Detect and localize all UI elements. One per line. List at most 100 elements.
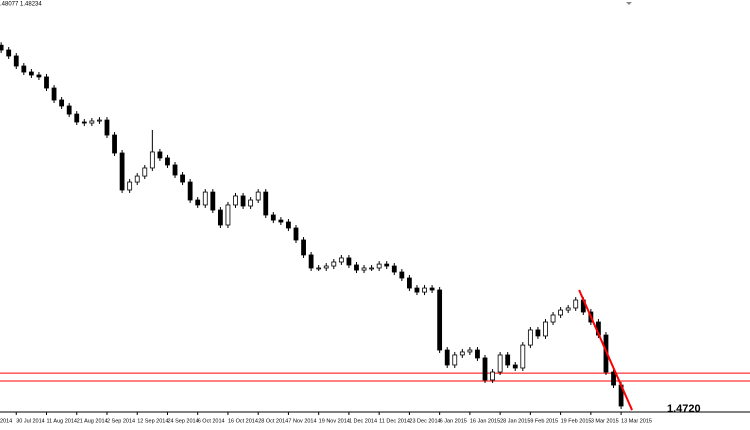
x-tick-label: 19 Feb 2015	[561, 418, 592, 424]
candle-body	[270, 214, 276, 221]
price-label: 1.4720	[667, 403, 701, 415]
candle-body	[0, 44, 4, 51]
x-tick-label: 1 Dec 2014	[349, 418, 377, 424]
header-text: .48077 1.48234	[0, 2, 42, 8]
candle-body	[475, 349, 480, 359]
candle-body	[376, 263, 382, 269]
candle-body	[323, 265, 329, 269]
candle-body	[104, 119, 110, 136]
candle-body	[81, 121, 87, 124]
x-tick-label: 28 Jan 2015	[500, 418, 530, 424]
candle-body	[308, 254, 314, 269]
x-tick-label: 2 Sep 2014	[107, 418, 135, 424]
candle-body	[66, 105, 72, 115]
candle-body	[36, 74, 42, 78]
dropdown-icon	[626, 2, 632, 5]
candle-body	[354, 264, 359, 271]
candle-body	[293, 227, 299, 241]
candle-body	[157, 151, 163, 159]
candle-body	[149, 151, 155, 169]
candle-body	[44, 76, 49, 89]
candle-body	[444, 349, 450, 366]
candle-body	[263, 191, 269, 216]
x-tick-label: 16 Jan 2015	[470, 418, 500, 424]
candle-body	[391, 265, 397, 273]
candle-body	[248, 199, 254, 207]
candle-body	[399, 271, 405, 279]
candle-body	[565, 307, 571, 311]
candle-body	[543, 321, 548, 337]
candle-body	[407, 277, 412, 289]
candle-body	[459, 351, 465, 356]
candle-body	[301, 239, 306, 256]
candle-body	[512, 364, 518, 369]
candle-body	[6, 49, 12, 57]
trend-line	[578, 289, 633, 411]
candle-body	[225, 204, 231, 226]
x-tick-label: 3 Mar 2015	[591, 418, 619, 424]
candle-body	[89, 120, 95, 124]
x-tick-label: 9 Feb 2015	[530, 418, 558, 424]
candle-body	[180, 174, 185, 183]
candle-body	[520, 344, 526, 369]
candle-body	[437, 289, 443, 351]
candle-body	[346, 257, 352, 266]
x-tick-label: 13 Mar 2015	[621, 418, 652, 424]
candle-body	[172, 164, 178, 176]
x-tick-label: 28 Oct 2014	[258, 418, 288, 424]
candle-body	[187, 181, 193, 201]
candle-body	[338, 257, 344, 263]
candle-body	[210, 191, 216, 211]
candle-body	[142, 167, 148, 177]
x-tick-label: 23 Dec 2014	[409, 418, 440, 424]
x-tick-label: 2014	[0, 418, 12, 424]
x-tick-label: 21 Aug 2014	[77, 418, 108, 424]
x-tick-label: 16 Oct 2014	[228, 418, 258, 424]
candle-body	[13, 55, 19, 67]
candle-body	[217, 209, 223, 226]
candle-body	[361, 267, 367, 271]
candle-body	[255, 191, 261, 201]
candle-body	[558, 309, 564, 316]
candle-body	[240, 195, 246, 207]
candle-body	[505, 354, 511, 366]
candle-body	[28, 71, 34, 76]
candle-body	[535, 329, 541, 337]
candle-body	[497, 354, 503, 373]
candle-body	[195, 199, 201, 206]
candle-body	[422, 287, 427, 293]
x-tick-label: 11 Dec 2014	[379, 418, 410, 424]
candle-body	[573, 299, 579, 309]
candle-body	[202, 191, 208, 206]
x-tick-label: 19 Nov 2014	[319, 418, 350, 424]
candle-body	[51, 87, 57, 101]
candle-body	[233, 195, 238, 206]
candle-body	[127, 181, 133, 191]
candle-body	[527, 329, 533, 346]
candle-body	[134, 175, 140, 183]
candle-body	[74, 113, 80, 123]
candle-body	[414, 287, 420, 293]
candle-body	[429, 287, 435, 291]
x-tick-label: 30 Jul 2014	[16, 418, 44, 424]
candle-body	[59, 99, 65, 107]
candle-body	[369, 267, 374, 270]
x-tick-label: 11 Aug 2014	[46, 418, 76, 424]
candle-body	[286, 221, 291, 229]
candle-body	[611, 371, 616, 386]
candle-body	[490, 371, 495, 381]
candle-body	[21, 65, 27, 73]
x-tick-label: 24 Sep 2014	[167, 418, 198, 424]
candle-body	[112, 134, 117, 154]
candle-body	[278, 219, 284, 223]
candle-body	[452, 354, 458, 366]
x-tick-label: 6 Oct 2014	[198, 418, 225, 424]
candle-body	[331, 261, 337, 267]
candle-body	[482, 357, 488, 381]
x-tick-label: 7 Nov 2014	[288, 418, 316, 424]
candle-body	[119, 152, 125, 191]
candle-body	[97, 119, 102, 122]
x-tick-label: 12 Sep 2014	[137, 418, 168, 424]
